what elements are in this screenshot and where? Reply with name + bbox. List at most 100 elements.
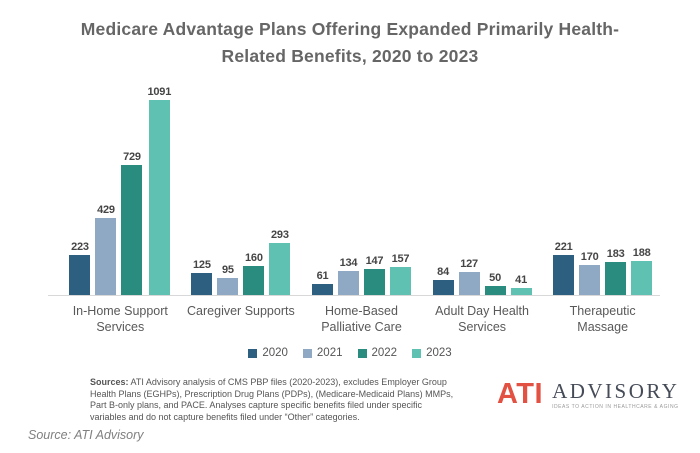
bar-value-label: 125 — [193, 259, 211, 271]
legend-label: 2021 — [316, 347, 343, 359]
sources-line: variables and do not capture benefits fi… — [90, 411, 360, 422]
bar-with-label: 157 — [389, 253, 411, 295]
bar-2021 — [458, 272, 480, 295]
bar-with-label: 61 — [311, 270, 333, 295]
bar-with-label: 223 — [69, 241, 91, 295]
sources-line: Sources: ATI Advisory analysis of CMS PB… — [90, 377, 447, 387]
sources-line: Part B-only plans, and PACE. Analyses ca… — [90, 400, 423, 411]
bar-with-label: 183 — [605, 248, 627, 295]
bar-with-label: 170 — [579, 251, 601, 295]
bar-value-label: 50 — [489, 272, 501, 284]
category-label: Caregiver Supports — [187, 304, 295, 318]
category-label: Therapeutic Massage — [569, 304, 636, 334]
bar-value-label: 1091 — [147, 86, 172, 98]
bar-2023 — [269, 243, 291, 295]
legend-label: 2022 — [371, 347, 398, 359]
category-label: Adult Day Health Services — [435, 304, 529, 334]
bar-2022 — [363, 269, 385, 295]
bar-2021 — [579, 265, 601, 295]
bar-plot-area: 223 429 729 1091 125 95 160 293 61 134 147 157 84 127… — [60, 82, 663, 295]
bar-2023 — [510, 288, 532, 295]
bar-group: 223 429 729 1091 — [60, 82, 181, 295]
bar-2020 — [311, 284, 333, 295]
bar-with-label: 50 — [484, 272, 506, 295]
bar-with-label: 147 — [363, 255, 385, 295]
bar-value-label: 183 — [606, 248, 625, 260]
bar-value-label: 127 — [460, 258, 478, 270]
bar-group: 125 95 160 293 — [181, 82, 302, 295]
sources-label: Sources: — [90, 377, 129, 387]
bar-2022 — [121, 165, 143, 295]
bar-value-label: 95 — [221, 264, 234, 276]
bar-with-label: 134 — [337, 257, 359, 295]
bar-value-label: 293 — [271, 229, 289, 241]
legend-item-2023: 2023 — [412, 347, 452, 359]
bar-with-label: 221 — [553, 241, 575, 295]
bar-2021 — [337, 271, 359, 295]
bar-value-label: 147 — [365, 255, 384, 267]
bar-2021 — [95, 218, 117, 295]
bar-value-label: 84 — [437, 266, 449, 278]
bar-with-label: 160 — [243, 252, 265, 295]
bar-value-label: 157 — [391, 253, 410, 265]
sources-note: Sources: ATI Advisory analysis of CMS PB… — [90, 377, 490, 423]
bar-with-label: 729 — [121, 151, 143, 295]
bar-value-label: 221 — [554, 241, 573, 253]
legend-item-2020: 2020 — [248, 347, 288, 359]
bar-with-label: 429 — [95, 204, 117, 295]
legend-item-2021: 2021 — [302, 347, 343, 359]
legend-item-2022: 2022 — [357, 347, 398, 359]
chart-title-line2: Related Benefits, 2020 to 2023 — [221, 46, 479, 66]
category-label: In-Home Support Services — [72, 304, 168, 334]
bar-with-label: 1091 — [147, 86, 171, 295]
bar-2020 — [191, 273, 213, 295]
bar-value-label: 160 — [245, 252, 263, 264]
legend-label: 2023 — [426, 347, 452, 359]
logo-wordmark: ADVISORY IDEAS TO ACTION IN HEALTHCARE &… — [552, 379, 680, 411]
bar-2021 — [217, 278, 239, 295]
bar-value-label: 188 — [632, 247, 651, 259]
category-axis-labels: In-Home Support Services Caregiver Support… — [60, 303, 663, 335]
legend-swatch-icon — [357, 348, 367, 358]
bar-with-label: 95 — [217, 264, 239, 295]
bar-value-label: 170 — [580, 251, 599, 263]
bar-value-label: 61 — [316, 270, 329, 282]
bar-value-label: 41 — [515, 274, 527, 286]
logo-brand-mark: ATI — [497, 378, 544, 410]
bar-value-label: 729 — [123, 151, 141, 163]
bar-2023 — [631, 261, 653, 295]
logo-tagline: IDEAS TO ACTION IN HEALTHCARE & AGING — [552, 404, 679, 410]
bar-with-label: 293 — [269, 229, 291, 295]
bar-2022 — [605, 262, 627, 295]
x-axis-line — [48, 295, 660, 296]
legend-swatch-icon — [412, 348, 422, 358]
bar-value-label: 429 — [97, 204, 115, 216]
bar-with-label: 125 — [191, 259, 213, 295]
chart-legend: 2020 2021 2022 2023 — [0, 347, 700, 359]
logo-name: ADVISORY — [552, 379, 680, 403]
bar-2022 — [243, 266, 265, 295]
legend-swatch-icon — [302, 348, 312, 358]
bar-2020 — [432, 280, 454, 295]
bar-group: 221 170 183 188 — [542, 82, 663, 295]
footer-source-text: Source: ATI Advisory — [28, 428, 144, 442]
bar-with-label: 127 — [458, 258, 480, 295]
legend-swatch-icon — [248, 348, 258, 358]
bar-value-label: 223 — [71, 241, 89, 253]
sources-line: Health Plans (EGHPs), Prescription Drug … — [90, 388, 454, 399]
bar-with-label: 41 — [510, 274, 532, 295]
bar-2023 — [389, 267, 411, 295]
chart-title: Medicare Advantage Plans Offering Expand… — [0, 16, 700, 70]
bar-group: 61 134 147 157 — [301, 82, 422, 295]
bar-2020 — [69, 255, 91, 295]
ati-advisory-logo: ATI ADVISORY IDEAS TO ACTION IN HEALTHCA… — [497, 378, 680, 411]
bar-with-label: 188 — [631, 247, 653, 295]
bar-group: 84 127 50 41 — [422, 82, 543, 295]
bar-2023 — [148, 100, 170, 295]
chart-title-line1: Medicare Advantage Plans Offering Expand… — [80, 19, 620, 39]
bar-2020 — [553, 255, 575, 295]
legend-label: 2020 — [262, 347, 288, 359]
bar-2022 — [484, 286, 506, 295]
bar-value-label: 134 — [339, 257, 358, 269]
